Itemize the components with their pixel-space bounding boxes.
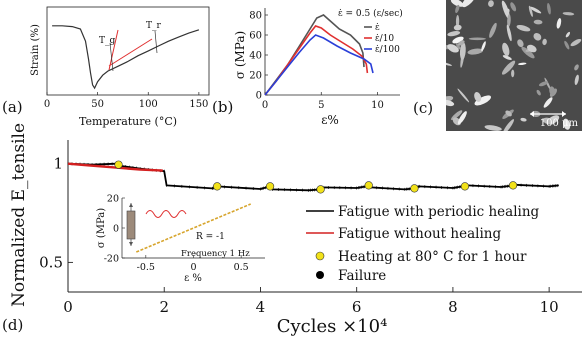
inset-sine-wave-icon bbox=[145, 210, 187, 218]
plot-b-legend-title: ε̇ = 0.5 (ε/sec) bbox=[338, 8, 403, 19]
plot-d-legend-label: Fatigue without healing bbox=[338, 226, 501, 242]
plot-d-heating-marker bbox=[114, 160, 123, 169]
plot-a-xtick-label: 100 bbox=[139, 99, 158, 110]
plot-d-legend-label: Failure bbox=[338, 268, 386, 284]
panel-d: 0 2 4 6 8 10 0.5 1 -0.5 0 0.5 -20 0 20 R = -1 Freque… bbox=[2, 123, 582, 337]
plot-d-series-periodic-healing-line bbox=[67, 162, 559, 192]
inset-annotation-ratio: R = -1 bbox=[196, 232, 225, 242]
plot-a-xtick-label: 150 bbox=[189, 99, 208, 110]
sem-texture bbox=[446, 0, 582, 131]
plot-b-xtick-label: 10 bbox=[371, 100, 384, 111]
plot-b-legend: ε̇ε̇/10ε̇/100 bbox=[364, 23, 400, 55]
plot-d-legend-label: Fatigue with periodic healing bbox=[338, 204, 540, 220]
plot-d-xtick-label: 2 bbox=[159, 298, 169, 316]
plot-a-xtick-label: 50 bbox=[91, 99, 104, 110]
sem-scale-label: 100 μm bbox=[539, 118, 578, 129]
panel-c-label: (c) bbox=[413, 99, 433, 117]
plot-b-series-2-line bbox=[264, 25, 369, 96]
plot-d-heating-marker bbox=[508, 181, 518, 190]
plot-d-heating-marker bbox=[410, 184, 419, 193]
plot-d-ytick-label: 1 bbox=[53, 155, 63, 173]
plot-a-arrow-tr bbox=[154, 30, 158, 54]
plot-b-ytick-label: 0 bbox=[256, 91, 262, 102]
plot-b-xtick-label: 5 bbox=[318, 100, 324, 111]
plot-d-heating-marker bbox=[364, 181, 373, 190]
panel-b-label: (b) bbox=[212, 98, 233, 116]
plot-d-legend-marker bbox=[316, 271, 324, 279]
plot-b-ytick-label: 60 bbox=[249, 31, 262, 42]
inset-xtick-label: 0 bbox=[190, 262, 196, 273]
inset-specimen-icon bbox=[126, 203, 136, 246]
plot-a-xticks: 0 50 100 150 bbox=[44, 92, 208, 110]
plot-d-xtick-label: 8 bbox=[448, 298, 458, 316]
inset-ytick-label: 20 bbox=[107, 194, 119, 205]
plot-b-series-3-line bbox=[264, 34, 374, 96]
plot-b-xtick-label: 0 bbox=[262, 100, 268, 111]
plot-b-ytick-label: 80 bbox=[249, 11, 262, 22]
plot-a-tangent-upper bbox=[108, 38, 153, 67]
plot-d-series bbox=[67, 162, 559, 192]
plot-d-xtick-label: 6 bbox=[352, 298, 362, 316]
plot-a-xtick-label: 0 bbox=[44, 99, 50, 110]
plot-d-ylabel: Normalized E_tensile bbox=[9, 123, 29, 307]
plot-a-xlabel: Temperature (°C) bbox=[79, 115, 177, 128]
plot-b-series bbox=[264, 14, 374, 96]
plot-b-xlabel: ε% bbox=[321, 113, 339, 127]
plot-d-ytick-label: 0.5 bbox=[39, 253, 63, 271]
sem-scale-bar-arrows bbox=[530, 111, 566, 117]
plot-d-xtick-label: 10 bbox=[540, 298, 559, 316]
plot-d-heating-marker bbox=[265, 182, 275, 191]
plot-a-arrow-tg bbox=[109, 42, 114, 72]
plot-b-ylabel: σ (MPa) bbox=[233, 31, 247, 79]
plot-a-annotation-tr: T_r bbox=[146, 21, 162, 31]
plot-b-legend-label: ε̇/10 bbox=[375, 34, 394, 44]
inset-series-line bbox=[135, 203, 252, 253]
panel-d-label: (d) bbox=[2, 316, 23, 334]
inset-ylabel: σ (MPa) bbox=[96, 208, 107, 248]
inset-ytick-label: -20 bbox=[104, 254, 119, 265]
plot-d-heating-marker bbox=[460, 182, 470, 191]
plot-d-legend-label: Heating at 80° C for 1 hour bbox=[338, 249, 527, 265]
panel-b: 0 5 10 0 20 40 60 80 ε̇ = 0.5 (ε/sec) ε̇ε̇/10ε̇… bbox=[212, 8, 403, 127]
plot-b-ytick-label: 40 bbox=[249, 51, 262, 62]
inset-ytick-label: 0 bbox=[113, 224, 119, 235]
plot-d-legend-marker bbox=[315, 251, 325, 261]
inset-xtick-label: 0.5 bbox=[234, 262, 249, 273]
plot-d-ticks: 0 2 4 6 8 10 0.5 1 bbox=[39, 155, 559, 316]
plot-a-series-line bbox=[52, 25, 200, 90]
plot-b-legend-label: ε̇ bbox=[375, 23, 380, 33]
panel-a: 0 50 100 150 T_g T_r Temperature (°C) Strai… bbox=[2, 6, 210, 128]
panel-a-label: (a) bbox=[2, 98, 23, 116]
inset-annotation-frequency: Frequency 1 Hz bbox=[181, 249, 250, 259]
sem-micrograph-image: 100 μm bbox=[446, 0, 582, 131]
plot-d-legend: Fatigue with periodic healing Fatigue wit… bbox=[306, 204, 540, 284]
inset-ticks: -0.5 0 0.5 -20 0 20 bbox=[104, 194, 249, 274]
plot-a-frame bbox=[46, 6, 210, 96]
plot-a-tangent-steep bbox=[108, 29, 119, 71]
plot-d-xtick-label: 0 bbox=[63, 298, 73, 316]
inset-xtick-label: -0.5 bbox=[137, 262, 155, 273]
plot-b-legend-label: ε̇/100 bbox=[375, 45, 400, 55]
plot-d-xlabel: Cycles ×10⁴ bbox=[277, 316, 388, 337]
inset-xlabel: ε % bbox=[184, 273, 202, 284]
plot-b-ticks: 0 5 10 0 20 40 60 80 bbox=[249, 11, 384, 112]
plot-d-heating-marker bbox=[213, 182, 222, 191]
plot-d-xtick-label: 4 bbox=[256, 298, 266, 316]
plot-a-annotation-tg: T_g bbox=[99, 36, 116, 46]
plot-d-inset: -0.5 0 0.5 -20 0 20 R = -1 Frequency 1 Hz ε %… bbox=[96, 194, 265, 284]
plot-d-heating-marker bbox=[316, 185, 325, 194]
plot-a-ylabel: Strain (%) bbox=[30, 24, 41, 76]
plot-b-ytick-label: 20 bbox=[249, 71, 262, 82]
